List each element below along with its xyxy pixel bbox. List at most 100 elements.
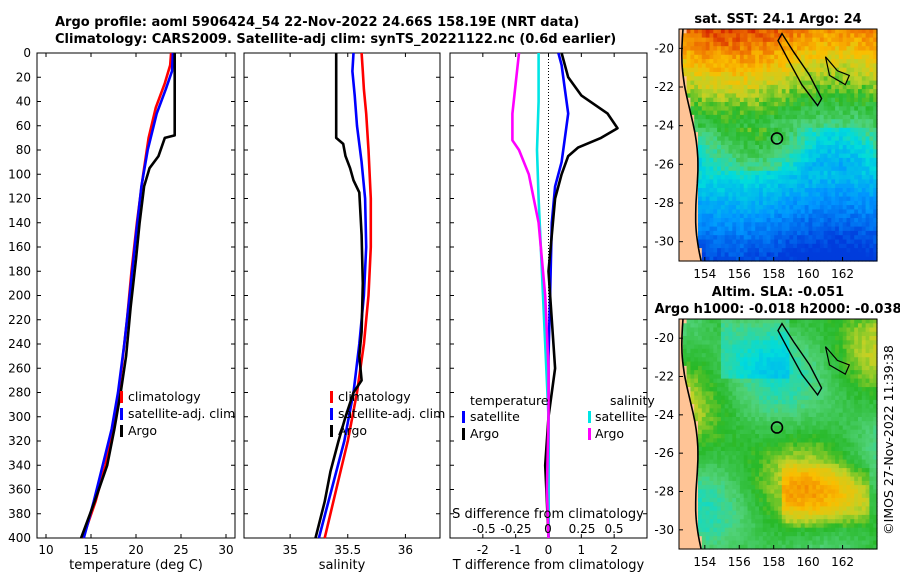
sla_map-raster — [679, 319, 878, 550]
map-xtick-label: 156 — [728, 555, 751, 569]
sst-map-title: sat. SST: 24.1 Argo: 24 — [694, 12, 861, 27]
sla_map-island-contour — [777, 322, 823, 397]
ytick-label: 60 — [16, 119, 31, 133]
series-line-argo — [79, 53, 176, 539]
ytick-label: 200 — [8, 289, 31, 303]
x-axis-label: T difference from climatology — [452, 558, 645, 573]
x-axis-label: salinity — [319, 558, 366, 573]
map-ytick-label: -30 — [654, 523, 674, 537]
legend-swatch — [120, 408, 123, 420]
series-line-satellite-adj-clim — [82, 52, 175, 539]
ytick-label: 340 — [8, 458, 31, 472]
ytick-label: 160 — [8, 240, 31, 254]
sst_map-float-marker — [770, 132, 784, 145]
sst_map-island-contour — [824, 56, 851, 86]
secondary-x-axis-label: S difference from climatology — [452, 507, 644, 522]
sla_map-island-contour — [824, 346, 851, 376]
legend-title-salinity: salinity — [610, 393, 655, 408]
legend-swatch — [120, 425, 123, 437]
map-xtick-label: 154 — [693, 555, 716, 569]
figure-title-line2: Climatology: CARS2009. Satellite-adj cli… — [55, 32, 617, 47]
ytick-label: 380 — [8, 507, 31, 521]
map-ytick-label: -30 — [654, 235, 674, 249]
sla-map-title: Altim. SLA: -0.051 — [712, 285, 844, 300]
xtick-label: 25 — [173, 543, 188, 557]
legend-label: Argo — [470, 426, 499, 441]
legend-label: climatology — [128, 389, 201, 404]
panel-salinity-axes — [243, 52, 441, 539]
secondary-xtick-label: -0.25 — [500, 522, 531, 536]
ytick-label: 400 — [8, 531, 31, 545]
legend-swatch — [330, 425, 333, 437]
legend-label: Argo — [338, 423, 367, 438]
legend-swatch — [462, 411, 465, 423]
ytick-label: 40 — [16, 95, 31, 109]
map-ytick-label: -22 — [654, 80, 674, 94]
xtick-label: 35 — [282, 543, 297, 557]
series-line-argo — [314, 53, 365, 539]
legend-label: satellite-adj. clim — [338, 406, 445, 421]
legend-label: satellite — [470, 409, 520, 424]
ytick-label: 140 — [8, 216, 31, 230]
ytick-label: 320 — [8, 434, 31, 448]
legend-label: Argo — [128, 423, 157, 438]
series-line-s-argo — [511, 52, 550, 539]
legend-label: Argo — [595, 426, 624, 441]
ytick-label: 80 — [16, 143, 31, 157]
sla-map-subtitle: Argo h1000: -0.018 h2000: -0.038 — [654, 302, 900, 317]
xtick-label: 1 — [578, 543, 586, 557]
map-xtick-label: 160 — [797, 267, 820, 281]
xtick-label: 0 — [545, 543, 553, 557]
legend-swatch — [330, 391, 333, 403]
map-xtick-label: 162 — [831, 555, 854, 569]
map-xtick-label: 158 — [762, 555, 785, 569]
series-line-satellite-adj-clim — [317, 52, 368, 539]
legend-label: satellite — [595, 409, 645, 424]
series-line-climatology — [323, 52, 373, 539]
legend-swatch — [462, 428, 465, 440]
map-ytick-label: -26 — [654, 446, 674, 460]
map-ytick-label: -28 — [654, 196, 674, 210]
xtick-label: 10 — [38, 543, 53, 557]
xtick-label: -1 — [510, 543, 522, 557]
sla_map-frame — [678, 318, 878, 550]
legend-swatch — [120, 391, 123, 403]
x-axis-label: temperature (deg C) — [69, 558, 203, 573]
ytick-label: 120 — [8, 192, 31, 206]
secondary-xtick-label: 0.25 — [569, 522, 596, 536]
ytick-label: 220 — [8, 313, 31, 327]
map-ytick-label: -20 — [654, 331, 674, 345]
sst_map-coastline — [680, 28, 702, 262]
secondary-xtick-label: 0 — [544, 522, 552, 536]
legend-swatch — [588, 411, 591, 423]
xtick-label: 36 — [398, 543, 413, 557]
map-xtick-label: 158 — [762, 267, 785, 281]
map-xtick-label: 156 — [728, 267, 751, 281]
ytick-label: 260 — [8, 361, 31, 375]
ytick-label: 100 — [8, 167, 31, 181]
map-ytick-label: -20 — [654, 41, 674, 55]
ytick-label: 240 — [8, 337, 31, 351]
xtick-label: 20 — [128, 543, 143, 557]
ytick-label: 300 — [8, 410, 31, 424]
legend-swatch — [330, 408, 333, 420]
map-xtick-label: 160 — [797, 555, 820, 569]
ytick-label: 280 — [8, 386, 31, 400]
map-xtick-label: 154 — [693, 267, 716, 281]
panel-temperature-axes — [36, 52, 236, 539]
xtick-label: -2 — [477, 543, 489, 557]
secondary-xtick-label: -0.5 — [472, 522, 495, 536]
sst_map-frame — [678, 28, 878, 262]
xtick-label: 35.5 — [334, 543, 361, 557]
map-xtick-label: 162 — [831, 267, 854, 281]
legend-label: climatology — [338, 389, 411, 404]
xtick-label: 15 — [83, 543, 98, 557]
sst_map-island-contour — [777, 32, 823, 107]
map-ytick-label: -28 — [654, 485, 674, 499]
sla_map-coastline — [680, 318, 702, 550]
xtick-label: 2 — [610, 543, 618, 557]
map-ytick-label: -22 — [654, 370, 674, 384]
ytick-label: 0 — [23, 46, 31, 60]
map-ytick-label: -24 — [654, 408, 674, 422]
